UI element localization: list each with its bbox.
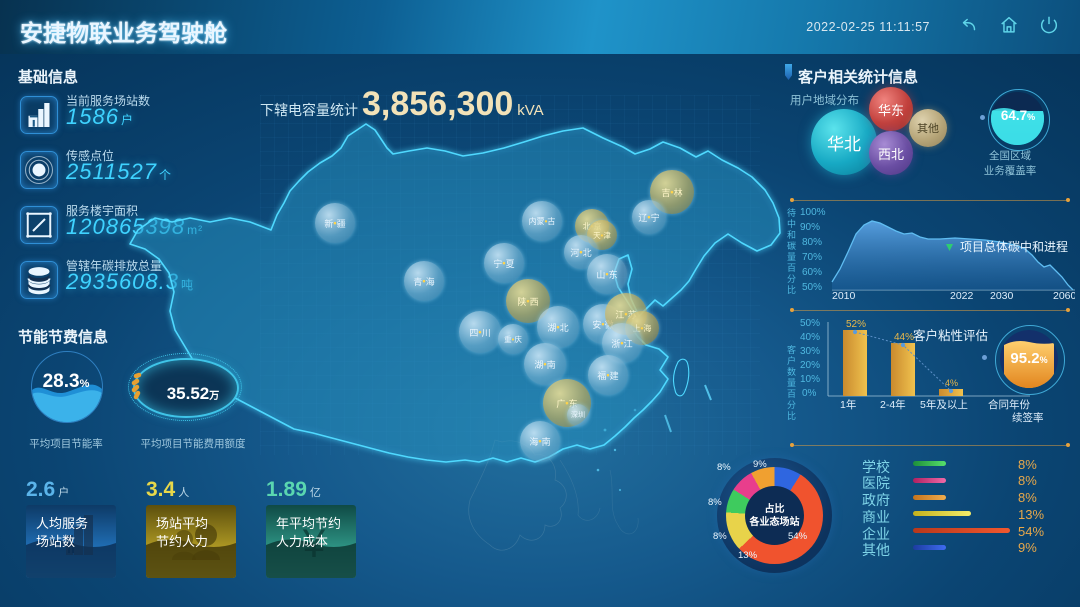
- svg-text:2-4年: 2-4年: [880, 398, 906, 410]
- svg-text:2022: 2022: [950, 290, 974, 299]
- svg-text:20%: 20%: [800, 360, 820, 371]
- svg-text:100%: 100%: [800, 207, 826, 218]
- svg-text:2060: 2060: [1053, 290, 1075, 299]
- svg-text:10%: 10%: [800, 374, 820, 385]
- svg-text:2030: 2030: [990, 290, 1014, 299]
- svg-text:80%: 80%: [802, 237, 822, 248]
- svg-text:70%: 70%: [802, 252, 822, 263]
- svg-text:50%: 50%: [802, 282, 822, 293]
- svg-text:44%: 44%: [894, 332, 914, 343]
- svg-text:40%: 40%: [800, 332, 820, 343]
- svg-text:30%: 30%: [800, 346, 820, 357]
- svg-text:合同年份: 合同年份: [988, 398, 1030, 410]
- svg-text:90%: 90%: [800, 222, 820, 233]
- svg-text:项目总体碳中和进程: 项目总体碳中和进程: [960, 239, 1068, 254]
- svg-text:52%: 52%: [846, 319, 866, 330]
- svg-text:4%: 4%: [945, 378, 958, 388]
- svg-text:0%: 0%: [802, 388, 817, 399]
- svg-text:1年: 1年: [840, 398, 856, 410]
- svg-text:50%: 50%: [800, 318, 820, 329]
- svg-text:2010: 2010: [832, 290, 856, 299]
- svg-text:60%: 60%: [802, 267, 822, 278]
- svg-text:5年及以上: 5年及以上: [920, 398, 968, 410]
